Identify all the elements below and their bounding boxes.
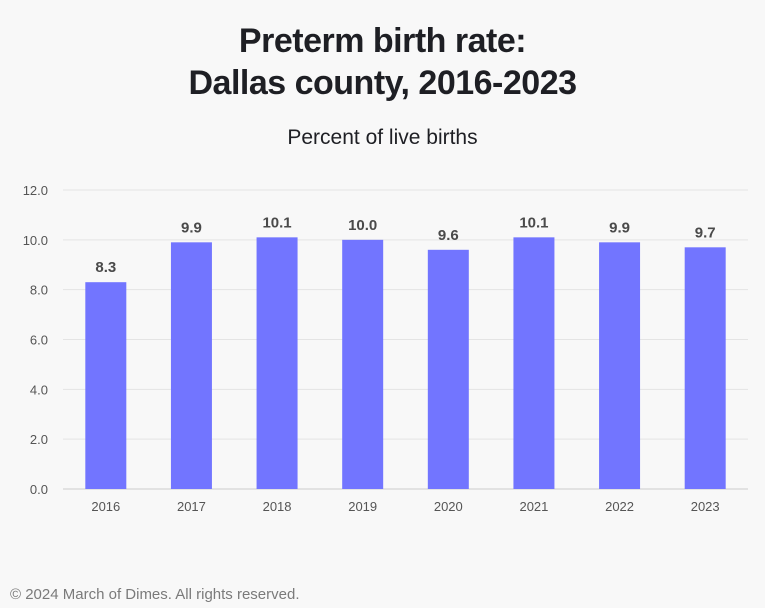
value-label-2019: 10.0: [348, 217, 377, 234]
y-tick-label: 12.0: [23, 183, 48, 198]
x-tick-label-2016: 2016: [91, 499, 120, 514]
chart-subtitle: Percent of live births: [287, 126, 478, 149]
x-tick-label-2023: 2023: [691, 499, 720, 514]
value-label-2022: 9.9: [609, 219, 630, 236]
bar-2022: [599, 242, 641, 489]
x-tick-label-2019: 2019: [348, 499, 377, 514]
bar-2020: [427, 249, 469, 489]
grid-lines: [63, 189, 748, 490]
bars: [85, 237, 726, 489]
y-axis: 0.0 2.0 4.0 6.0 8.0 10.0 12.0: [23, 183, 48, 497]
bar-2019: [342, 239, 384, 489]
x-tick-label-2020: 2020: [434, 499, 463, 514]
value-label-2016: 8.3: [95, 259, 116, 276]
x-axis: 2016 2017 2018 2019 2020 2021 2022 2023: [91, 499, 719, 514]
bar-2023: [684, 247, 726, 489]
value-label-2018: 10.1: [262, 214, 291, 231]
bar-2021: [513, 237, 555, 489]
x-tick-label-2021: 2021: [519, 499, 548, 514]
y-tick-label: 6.0: [30, 333, 48, 348]
bar-2017: [170, 242, 212, 489]
value-label-2017: 9.9: [181, 219, 202, 236]
y-tick-label: 2.0: [30, 432, 48, 447]
bar-2018: [256, 237, 298, 489]
copyright-footer: © 2024 March of Dimes. All rights reserv…: [10, 586, 300, 603]
chart-title-line-1: Preterm birth rate:: [238, 22, 527, 60]
chart-title-line-2: Dallas county, 2016-2023: [188, 64, 577, 102]
x-tick-label-2022: 2022: [605, 499, 634, 514]
y-tick-label: 4.0: [30, 382, 48, 397]
y-tick-label: 0.0: [30, 482, 48, 497]
value-label-2023: 9.7: [695, 224, 716, 241]
bar-2016: [85, 282, 127, 489]
chart-title: Preterm birth rate: Dallas county, 2016-…: [0, 20, 765, 104]
x-tick-label-2017: 2017: [177, 499, 206, 514]
value-label-2020: 9.6: [438, 227, 459, 244]
y-tick-label: 10.0: [23, 233, 48, 248]
value-labels: 8.3 9.9 10.1 10.0 9.6 10.1 9.9 9.7: [95, 214, 715, 276]
value-label-2021: 10.1: [519, 214, 548, 231]
y-tick-label: 8.0: [30, 283, 48, 298]
x-tick-label-2018: 2018: [263, 499, 292, 514]
